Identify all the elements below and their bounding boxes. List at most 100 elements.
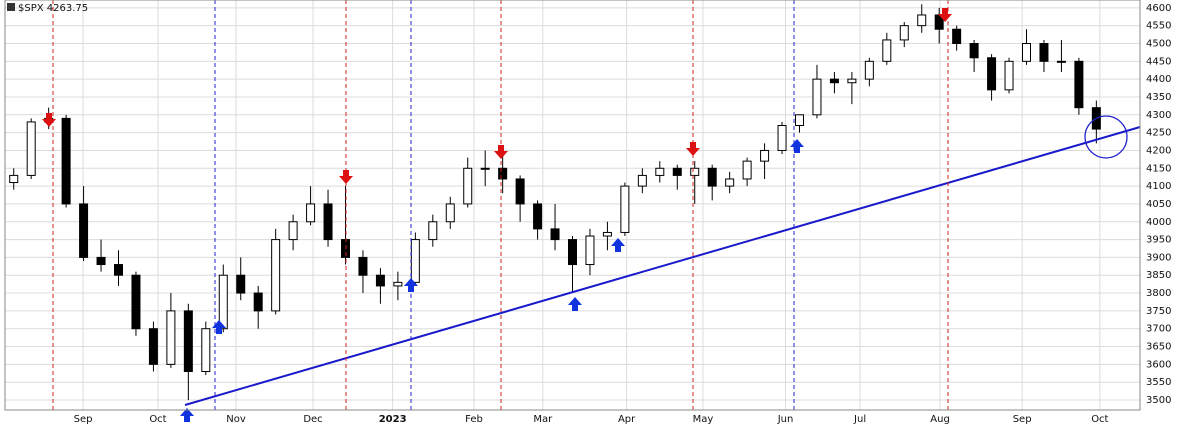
y-tick-label: 4400: [1146, 74, 1171, 85]
y-tick-label: 3800: [1146, 288, 1171, 299]
candle-body: [148, 328, 158, 365]
x-tick-label: 2023: [379, 414, 407, 425]
logo: [7, 3, 15, 11]
buy-arrow: [180, 408, 194, 422]
candle-body: [795, 114, 804, 126]
candle-body: [829, 78, 839, 84]
candle-body: [375, 274, 385, 287]
x-tick-label: Sep: [1013, 414, 1032, 425]
x-tick-label: Apr: [618, 414, 636, 425]
buy-arrow: [212, 320, 226, 334]
candle-body: [236, 274, 246, 294]
sell-arrow: [686, 142, 700, 156]
candle-body: [533, 203, 543, 230]
candle-body: [253, 292, 263, 312]
candle-body: [271, 239, 281, 312]
trend-line: [184, 126, 1141, 406]
candle-body: [550, 228, 560, 241]
candle-body: [201, 328, 211, 372]
y-tick-label: 3850: [1146, 270, 1171, 281]
x-tick-label: Sep: [74, 414, 93, 425]
candle-body: [742, 160, 752, 180]
plot-frame: [4, 0, 1141, 411]
x-tick-label: Oct: [149, 414, 166, 425]
candle-body: [96, 256, 106, 266]
candle-body: [725, 178, 735, 187]
candle-body: [847, 78, 857, 84]
candle-body: [987, 57, 997, 91]
y-tick-label: 4450: [1146, 56, 1171, 67]
y-tick-label: 3650: [1146, 342, 1171, 353]
candle-body: [655, 167, 665, 176]
candle-body: [393, 281, 403, 287]
candle-body: [166, 310, 176, 365]
candle-body: [131, 274, 141, 330]
x-tick-label: Dec: [303, 414, 322, 425]
buy-arrow: [790, 139, 804, 153]
candle-body: [114, 264, 123, 276]
buy-arrow: [611, 238, 625, 252]
y-tick-label: 4100: [1146, 181, 1171, 192]
y-tick-label: 4500: [1146, 38, 1171, 49]
x-tick-label: Mar: [533, 414, 553, 425]
y-tick-label: 3550: [1146, 377, 1171, 388]
candle-body: [1056, 60, 1066, 63]
y-tick-label: 3700: [1146, 324, 1171, 335]
candle-body: [969, 42, 979, 59]
sell-arrow: [42, 113, 56, 127]
x-tick-label: Aug: [930, 414, 950, 425]
candle-body: [777, 124, 787, 151]
x-tick-label: Jun: [777, 414, 794, 425]
candle-body: [1004, 60, 1014, 91]
y-tick-label: 3600: [1146, 359, 1171, 370]
y-tick-label: 3500: [1146, 395, 1171, 406]
buy-arrow: [404, 278, 418, 292]
candle-body: [218, 274, 228, 330]
candle-body: [61, 117, 71, 205]
candle-body: [480, 167, 490, 170]
candle-body: [358, 256, 368, 276]
y-tick-label: 4300: [1146, 110, 1171, 121]
y-tick-label: 4200: [1146, 145, 1171, 156]
chart-title: $SPX 4263.75: [18, 3, 88, 14]
candle-body: [445, 203, 455, 223]
candle-body: [1039, 42, 1049, 62]
candle-body: [1022, 42, 1031, 62]
candle-body: [79, 203, 89, 258]
candle-body: [9, 174, 19, 184]
x-tick-label: Oct: [1091, 414, 1108, 425]
candles: [9, 4, 1101, 401]
candle-body: [288, 221, 298, 241]
buy-arrow: [568, 297, 582, 311]
y-tick-label: 3750: [1146, 306, 1171, 317]
candle-body: [882, 39, 892, 62]
sell-arrow: [938, 8, 952, 22]
y-tick-label: 4000: [1146, 217, 1171, 228]
candle-body: [899, 25, 909, 41]
y-tick-label: 4050: [1146, 199, 1171, 210]
candle-body: [917, 14, 927, 27]
candle-body: [620, 185, 630, 233]
x-tick-label: Jul: [853, 414, 866, 425]
y-tick-label: 4550: [1146, 21, 1171, 32]
candle-body: [690, 167, 700, 176]
x-tick-label: Feb: [465, 414, 483, 425]
y-tick-label: 3900: [1146, 252, 1171, 263]
candle-body: [707, 167, 717, 187]
candle-body: [812, 78, 822, 116]
sell-arrow: [339, 170, 353, 184]
candle-body: [463, 167, 473, 205]
candle-body: [760, 149, 770, 162]
x-tick-label: Nov: [226, 414, 246, 425]
y-tick-label: 4250: [1146, 128, 1171, 139]
y-tick-label: 4150: [1146, 163, 1171, 174]
candle-body: [1074, 60, 1084, 109]
candle-body: [952, 28, 962, 44]
candle-body: [864, 60, 874, 80]
candle-body: [323, 203, 333, 241]
sell-arrow: [494, 145, 508, 159]
candle-body: [428, 221, 438, 241]
candle-body: [410, 239, 420, 283]
annotations: [42, 0, 1141, 422]
